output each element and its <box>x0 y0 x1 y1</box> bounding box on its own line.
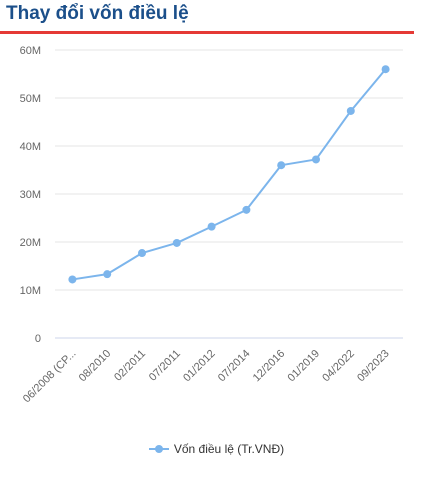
x-tick-label: 07/2014 <box>216 348 253 385</box>
x-tick-label: 01/2019 <box>286 348 323 385</box>
grid-lines <box>55 49 403 339</box>
data-point[interactable] <box>381 65 390 74</box>
y-tick-label: 20M <box>20 237 41 249</box>
legend-marker-icon <box>148 444 169 454</box>
series-line <box>71 68 387 281</box>
x-tick-label: 01/2012 <box>181 348 218 385</box>
data-point[interactable] <box>68 275 77 284</box>
series-group <box>68 65 390 284</box>
data-point[interactable] <box>346 106 355 115</box>
legend-item[interactable]: Vốn điều lệ (Tr.VNĐ) <box>148 442 285 456</box>
x-tick-label: 12/2016 <box>251 348 288 385</box>
chart-header: Thay đổi vốn điều lệ <box>0 0 414 34</box>
data-point[interactable] <box>242 205 251 214</box>
data-point[interactable] <box>312 155 320 164</box>
x-tick-label: 02/2011 <box>112 348 148 384</box>
x-tick-label: 09/2023 <box>355 348 392 385</box>
legend[interactable]: Vốn điều lệ (Tr.VNĐ) <box>0 442 433 457</box>
x-axis-labels: 06/2008 (CP...08/201002/201107/201101/20… <box>21 348 392 406</box>
y-tick-label: 50M <box>20 93 41 105</box>
data-point[interactable] <box>103 270 112 279</box>
y-tick-label: 40M <box>20 141 41 153</box>
data-point[interactable] <box>277 161 286 170</box>
y-tick-label: 0 <box>35 333 41 345</box>
x-tick-label: 07/2011 <box>147 348 183 384</box>
y-tick-label: 10M <box>20 285 41 297</box>
legend-label: Vốn điều lệ (Tr.VNĐ) <box>173 442 285 456</box>
data-point[interactable] <box>172 238 181 247</box>
chart-title: Thay đổi vốn điều lệ <box>6 3 189 24</box>
data-point[interactable] <box>207 222 216 231</box>
y-tick-label: 60M <box>20 45 41 57</box>
x-tick-label: 08/2010 <box>77 348 114 385</box>
y-axis-labels: 0 10M 20M 30M 40M 50M 60M <box>20 45 41 345</box>
y-tick-label: 30M <box>20 189 41 201</box>
data-point[interactable] <box>138 249 146 258</box>
x-tick-label: 04/2022 <box>320 348 357 385</box>
x-tick-label: 06/2008 (CP... <box>21 348 79 406</box>
